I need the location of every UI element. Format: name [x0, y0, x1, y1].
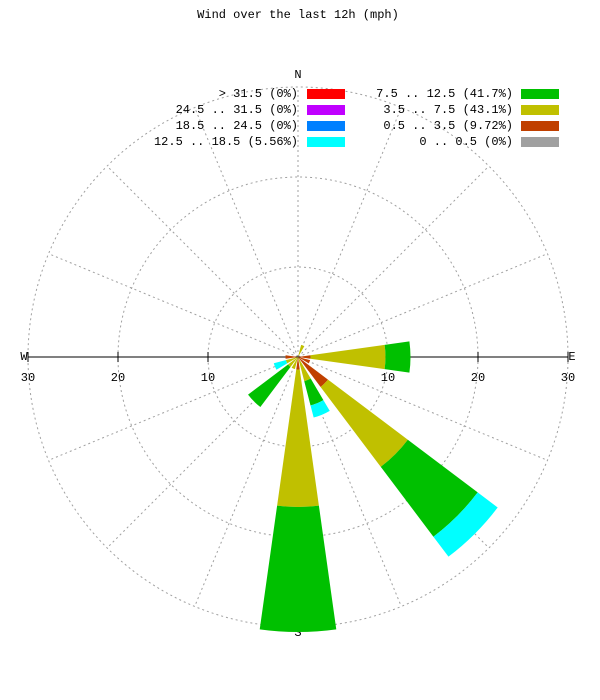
wedge: [310, 344, 386, 370]
r-tick-label: 10: [381, 371, 395, 385]
r-tick-label: 30: [561, 371, 575, 385]
grid-spoke: [297, 253, 548, 358]
wedge: [380, 439, 478, 537]
wedge: [296, 357, 300, 370]
wedge: [298, 357, 311, 382]
chart-title: Wind over the last 12h (mph): [197, 8, 399, 22]
wedge: [320, 379, 408, 467]
legend-label: > 31.5 (0%): [219, 87, 298, 101]
direction-label: E: [568, 350, 575, 364]
legend-swatch: [521, 121, 559, 131]
legend-swatch: [521, 105, 559, 115]
wedge: [298, 355, 311, 359]
grid-spoke: [48, 356, 299, 461]
legend-label: 7.5 .. 12.5 (41.7%): [376, 87, 513, 101]
wedge: [298, 357, 328, 387]
legend-label: 3.5 .. 7.5 (43.1%): [383, 103, 513, 117]
wedge: [248, 364, 291, 407]
grid-spoke: [194, 107, 299, 358]
legend-swatch: [307, 89, 345, 99]
legend-label: 0.5 .. 3.5 (9.72%): [383, 119, 513, 133]
r-tick-label: 20: [111, 371, 125, 385]
legend-label: 18.5 .. 24.5 (0%): [176, 119, 298, 133]
r-tick-label: 10: [201, 371, 215, 385]
legend-label: 24.5 .. 31.5 (0%): [176, 103, 298, 117]
wedge: [304, 378, 324, 406]
r-tick-label: 30: [21, 371, 35, 385]
wedge: [259, 505, 337, 633]
wedge: [285, 355, 298, 359]
wedge: [298, 357, 311, 364]
grid-spoke: [106, 165, 299, 358]
wedge: [310, 400, 330, 418]
direction-label: W: [20, 350, 28, 364]
grid-spoke: [297, 356, 548, 461]
legend-swatch: [521, 137, 559, 147]
grid-spoke: [297, 165, 490, 358]
wedge: [273, 360, 288, 370]
legend-swatch: [521, 89, 559, 99]
legend-swatch: [307, 121, 345, 131]
legend-swatch: [307, 105, 345, 115]
wedge: [285, 357, 298, 364]
wedge: [384, 341, 411, 373]
direction-label: S: [294, 626, 301, 640]
grid-spoke: [297, 107, 402, 358]
grid-spoke: [194, 356, 299, 607]
wedge: [291, 357, 298, 370]
wedge: [288, 357, 298, 367]
wedge: [298, 344, 305, 357]
legend-label: 0 .. 0.5 (0%): [419, 135, 513, 149]
legend-label: 12.5 .. 18.5 (5.56%): [154, 135, 298, 149]
grid-spoke: [48, 253, 299, 358]
wedge: [433, 492, 498, 557]
direction-label: N: [294, 68, 301, 82]
r-tick-label: 20: [471, 371, 485, 385]
legend-swatch: [307, 137, 345, 147]
wedge: [277, 369, 319, 508]
